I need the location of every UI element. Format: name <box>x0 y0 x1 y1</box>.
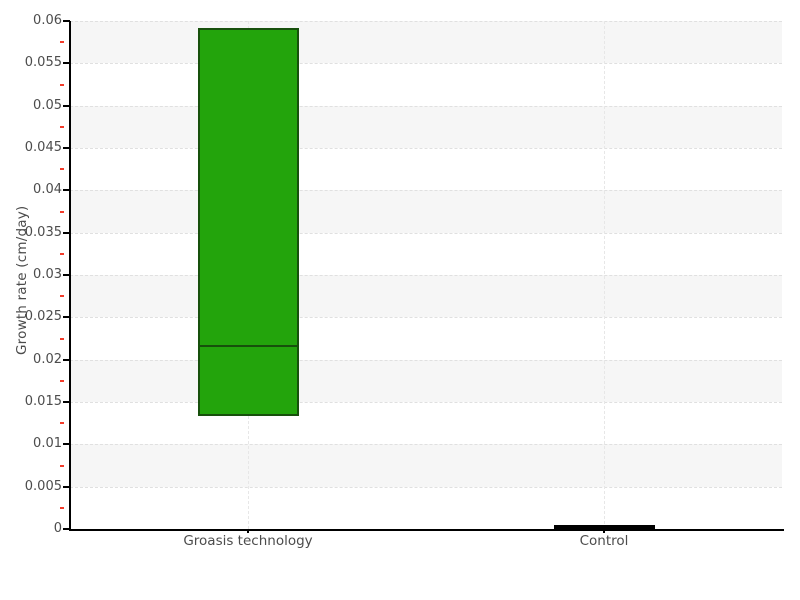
gridline-horizontal <box>70 21 782 22</box>
x-axis-tick <box>247 529 249 533</box>
y-axis-minor-tick <box>60 379 64 382</box>
gridline-vertical-category <box>604 21 605 529</box>
y-axis-major-tick <box>63 401 70 403</box>
y-axis-major-tick <box>63 189 70 192</box>
y-axis-line <box>69 21 71 530</box>
x-axis-line <box>69 529 784 531</box>
y-axis-major-tick <box>63 443 70 446</box>
y-axis-major-tick <box>63 528 70 530</box>
y-axis-minor-tick <box>60 422 64 425</box>
y-tick-label: 0.02 <box>33 351 62 367</box>
y-axis-minor-tick <box>60 252 64 255</box>
y-axis-major-tick <box>63 485 70 488</box>
y-axis-major-tick <box>63 62 70 65</box>
gridline-horizontal <box>70 486 782 488</box>
y-tick-label: 0.01 <box>33 436 62 452</box>
y-axis-minor-tick <box>60 41 64 44</box>
y-axis-minor-tick <box>60 168 64 171</box>
y-tick-label: 0.045 <box>24 140 62 155</box>
gridline-horizontal <box>70 232 782 234</box>
plot-band <box>70 190 782 233</box>
y-axis-minor-tick <box>60 506 64 509</box>
y-axis-minor-tick <box>60 210 64 213</box>
x-axis-tick <box>603 529 605 533</box>
y-tick-label: 0.005 <box>24 478 62 494</box>
y-axis-minor-tick <box>60 464 64 467</box>
y-axis-major-tick <box>63 358 70 361</box>
gridline-horizontal <box>70 63 782 65</box>
plot-band <box>70 105 782 148</box>
box-control <box>553 524 655 531</box>
gridline-horizontal <box>70 275 782 276</box>
y-axis-minor-tick <box>60 295 64 298</box>
y-tick-label: 0.015 <box>24 394 62 409</box>
y-tick-label: 0.025 <box>24 309 62 325</box>
gridline-horizontal <box>70 317 782 319</box>
gridline-horizontal <box>70 444 782 446</box>
y-tick-label: 0.035 <box>24 224 62 240</box>
y-axis-major-tick <box>63 274 70 276</box>
plot-band <box>70 21 782 64</box>
gridline-horizontal <box>70 402 782 403</box>
box-groasis-technology <box>197 27 299 416</box>
y-axis-minor-tick <box>60 337 64 340</box>
y-axis-major-tick <box>63 231 70 234</box>
y-axis-major-tick <box>63 147 70 149</box>
x-category-label: Control <box>579 533 629 549</box>
x-category-label: Groasis technology <box>183 533 313 549</box>
gridline-horizontal <box>70 105 782 107</box>
y-axis-major-tick <box>63 104 70 107</box>
y-tick-label: 0.06 <box>33 13 62 28</box>
y-tick-label: 0.04 <box>33 182 62 198</box>
gridline-horizontal <box>70 190 782 192</box>
y-tick-label: 0 <box>53 521 62 536</box>
y-axis-minor-tick <box>60 125 64 128</box>
plot-band <box>70 359 782 402</box>
y-tick-label: 0.03 <box>33 267 62 282</box>
plot-band <box>70 444 782 487</box>
gridline-horizontal <box>70 359 782 361</box>
y-axis-major-tick <box>63 20 70 22</box>
plot-area <box>70 21 782 529</box>
y-tick-label: 0.05 <box>33 97 62 113</box>
y-axis-major-tick <box>63 316 70 319</box>
y-tick-label: 0.055 <box>24 55 62 71</box>
plot-band <box>70 275 782 318</box>
box-groasis-technology-median-line <box>199 345 297 348</box>
gridline-horizontal <box>70 148 782 149</box>
y-axis-minor-tick <box>60 83 64 86</box>
